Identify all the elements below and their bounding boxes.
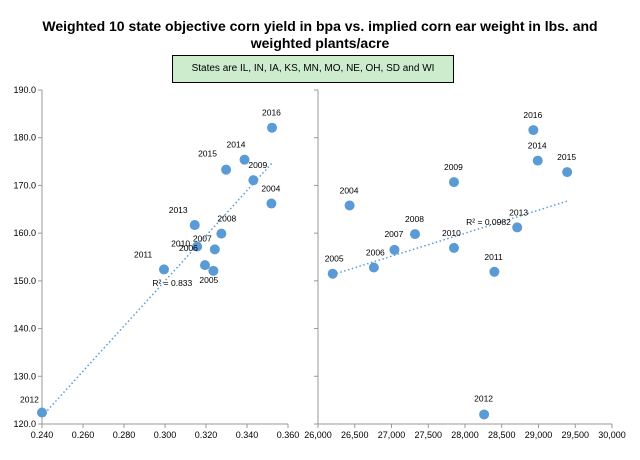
- data-point: [37, 407, 47, 418]
- point-label: 2006: [366, 247, 385, 257]
- data-point: [512, 222, 523, 233]
- r-squared-label: R² = 0.833: [152, 278, 192, 288]
- y-tick-label: 170.0: [13, 180, 36, 190]
- point-label: 2008: [405, 214, 424, 224]
- states-note: States are IL, IN, IA, KS, MN, MO, NE, O…: [172, 55, 454, 83]
- data-point: [327, 268, 338, 279]
- trendline: [41, 162, 273, 417]
- data-point: [239, 154, 250, 165]
- point-label: 2007: [193, 233, 212, 243]
- x-tick-label: 29,500: [561, 430, 589, 440]
- x-tick-label: 28,000: [451, 430, 479, 440]
- y-tick-label: 180.0: [13, 133, 36, 143]
- point-label: 2008: [217, 214, 236, 224]
- chart-title: Weighted 10 state objective corn yield i…: [0, 18, 640, 52]
- chart-title-line-1: Weighted 10 state objective corn yield i…: [42, 18, 598, 34]
- y-tick-label: 120.0: [13, 419, 36, 429]
- point-label: 2012: [20, 395, 39, 405]
- data-point: [192, 241, 203, 252]
- data-point: [410, 229, 421, 240]
- x-tick-label: 27,000: [378, 430, 406, 440]
- point-label: 2013: [509, 207, 528, 217]
- data-point: [209, 244, 220, 255]
- data-point: [479, 409, 490, 420]
- point-label: 2004: [340, 185, 359, 195]
- data-point: [532, 155, 543, 166]
- r-squared-label: R² = 0.0982: [466, 217, 511, 227]
- data-point: [221, 164, 232, 175]
- x-tick-label: 26,000: [304, 430, 332, 440]
- y-tick-label: 160.0: [13, 228, 36, 238]
- point-label: 2007: [384, 229, 403, 239]
- data-point: [158, 264, 169, 275]
- data-point: [199, 260, 210, 271]
- data-point: [368, 262, 379, 273]
- data-point: [266, 198, 277, 209]
- x-tick-label: 0.300: [154, 430, 177, 440]
- point-label: 2014: [227, 140, 246, 150]
- x-tick-label: 30,000: [598, 430, 626, 440]
- data-point: [389, 244, 400, 255]
- y-tick-label: 140.0: [13, 324, 36, 334]
- trendline: [332, 200, 568, 276]
- x-tick-label: 0.280: [113, 430, 136, 440]
- data-point: [528, 125, 539, 136]
- data-point: [189, 220, 200, 231]
- x-tick-label: 0.340: [236, 430, 259, 440]
- x-tick-label: 29,000: [525, 430, 553, 440]
- y-tick-label: 150.0: [13, 276, 36, 286]
- point-label: 2009: [444, 162, 463, 172]
- point-label: 2011: [484, 252, 503, 262]
- data-point: [562, 167, 573, 178]
- point-label: 2014: [528, 141, 547, 151]
- x-tick-label: 0.320: [195, 430, 218, 440]
- point-label: 2012: [474, 393, 493, 403]
- data-point: [267, 122, 278, 133]
- chart-title-line-2: weighted plants/acre: [250, 35, 390, 51]
- data-point: [216, 228, 227, 239]
- data-point: [489, 266, 500, 277]
- point-label: 2005: [325, 254, 344, 264]
- x-tick-label: 28,500: [488, 430, 516, 440]
- point-label: 2015: [557, 152, 576, 162]
- point-label: 2009: [248, 160, 267, 170]
- y-tick-label: 130.0: [13, 371, 36, 381]
- point-label: 2005: [199, 275, 218, 285]
- point-label: 2015: [198, 149, 217, 159]
- data-point: [208, 265, 219, 276]
- point-label: 2013: [169, 205, 188, 215]
- point-label: 2011: [134, 249, 153, 259]
- x-tick-label: 27,500: [414, 430, 442, 440]
- x-tick-label: 0.240: [31, 430, 54, 440]
- point-label: 2004: [261, 184, 280, 194]
- data-point: [448, 177, 459, 188]
- x-tick-label: 26,500: [341, 430, 369, 440]
- y-tick-label: 190.0: [13, 85, 36, 95]
- x-tick-label: 0.260: [72, 430, 95, 440]
- point-label: 2006: [179, 243, 198, 253]
- point-label: 2010: [442, 228, 461, 238]
- point-label: 2016: [523, 110, 542, 120]
- data-point: [448, 242, 459, 253]
- point-label: 2016: [262, 108, 281, 118]
- data-point: [344, 200, 355, 211]
- data-point: [248, 175, 259, 186]
- x-tick-label: 0.360: [277, 430, 300, 440]
- point-label: 2010: [171, 239, 190, 249]
